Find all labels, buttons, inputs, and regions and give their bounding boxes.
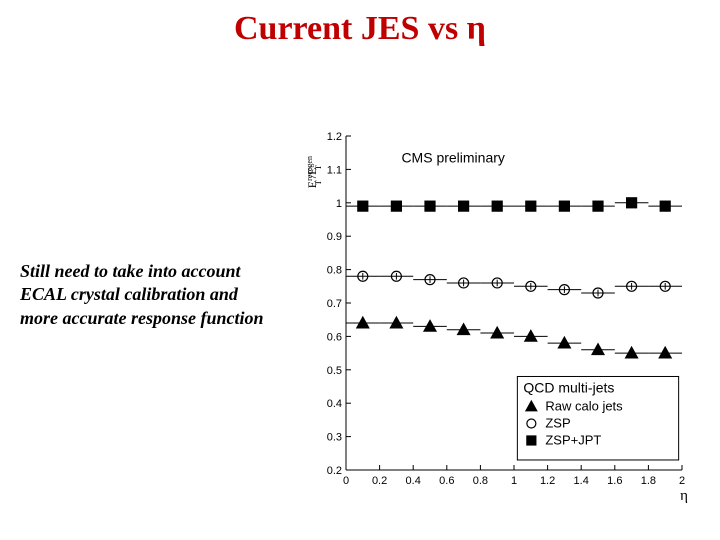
svg-text:0: 0 [343,475,349,487]
svg-text:ErecoT/EgenT: ErecoT/EgenT [305,156,323,188]
svg-text:0.2: 0.2 [372,475,387,487]
svg-text:Raw calo jets: Raw calo jets [545,398,623,413]
page-title: Current JES vs η [0,10,720,48]
svg-text:0.2: 0.2 [327,465,342,477]
svg-text:1: 1 [336,198,342,210]
svg-text:0.6: 0.6 [327,331,342,343]
svg-text:ZSP+JPT: ZSP+JPT [545,432,601,447]
svg-text:ZSP: ZSP [545,415,570,430]
svg-text:0.6: 0.6 [439,475,454,487]
svg-text:η: η [680,488,688,504]
svg-text:0.8: 0.8 [327,265,342,277]
svg-text:0.4: 0.4 [406,475,421,487]
svg-text:CMS preliminary: CMS preliminary [401,150,504,166]
svg-text:0.9: 0.9 [327,231,342,243]
svg-text:1.2: 1.2 [540,475,555,487]
svg-text:1.4: 1.4 [574,475,589,487]
svg-text:1.2: 1.2 [327,131,342,143]
svg-text:1: 1 [511,475,517,487]
svg-text:0.3: 0.3 [327,432,342,444]
svg-text:1.6: 1.6 [607,475,622,487]
svg-text:1.8: 1.8 [641,475,656,487]
svg-text:2: 2 [679,475,685,487]
svg-text:1.1: 1.1 [327,164,342,176]
svg-text:0.7: 0.7 [327,298,342,310]
svg-text:0.8: 0.8 [473,475,488,487]
jes-vs-eta-chart: 0.20.30.40.50.60.70.80.911.11.200.20.40.… [302,130,696,510]
svg-text:0.5: 0.5 [327,365,342,377]
svg-text:0.4: 0.4 [327,398,342,410]
side-note: Still need to take into account ECAL cry… [20,260,280,330]
svg-text:QCD multi-jets: QCD multi-jets [523,379,614,395]
